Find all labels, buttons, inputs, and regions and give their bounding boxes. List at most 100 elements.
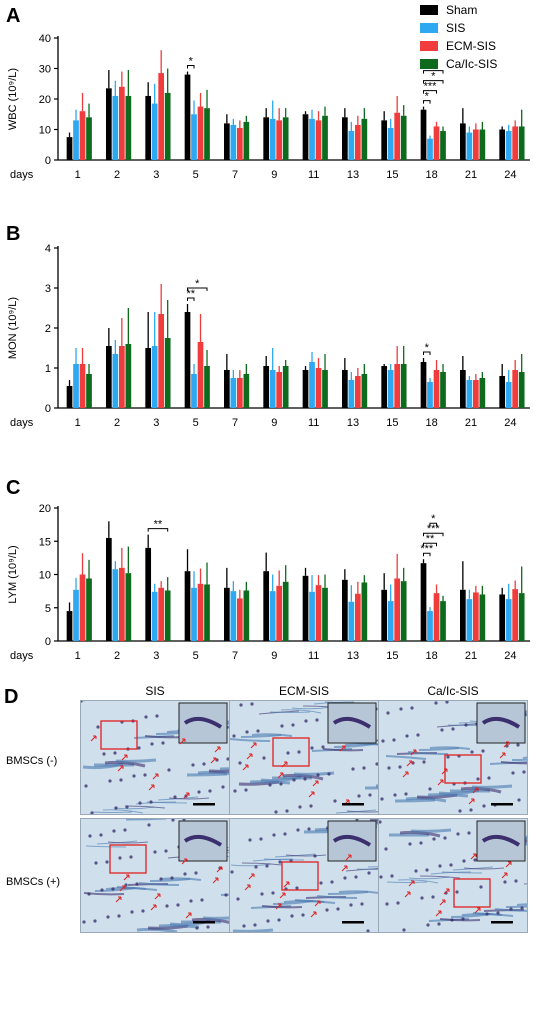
bar <box>66 137 73 160</box>
bar <box>164 92 171 160</box>
bar <box>322 370 328 408</box>
bar <box>466 380 473 408</box>
bar <box>282 117 289 160</box>
significance-bracket <box>423 100 431 104</box>
x-tick-label: 21 <box>465 417 477 429</box>
bar <box>473 129 479 160</box>
legend-label: Ca/Ic-SIS <box>446 57 497 71</box>
bar <box>505 382 512 408</box>
bar <box>394 112 401 160</box>
bar <box>512 126 519 160</box>
legend-swatch <box>420 5 438 15</box>
significance-label: ** <box>426 533 435 545</box>
bar <box>158 587 165 641</box>
bar <box>66 386 73 408</box>
bar <box>237 127 243 160</box>
x-tick-label: 3 <box>153 169 159 181</box>
bar <box>400 115 407 160</box>
x-tick-label: 13 <box>347 417 359 429</box>
bar <box>145 547 152 641</box>
bar <box>158 314 165 408</box>
bar <box>433 126 440 160</box>
bar <box>479 378 486 408</box>
bar <box>230 378 237 408</box>
x-tick-label: 5 <box>193 650 199 662</box>
bar <box>151 591 158 641</box>
legend-swatch <box>420 23 438 33</box>
bar <box>309 591 315 641</box>
legend-label: ECM-SIS <box>446 39 496 53</box>
bar <box>86 117 92 160</box>
bar <box>224 370 230 408</box>
bar <box>302 575 309 641</box>
bar <box>433 370 440 408</box>
bar <box>243 121 250 160</box>
significance-label: *** <box>424 81 438 93</box>
bar <box>381 366 388 408</box>
bar <box>355 593 361 641</box>
y-tick-label: 10 <box>39 570 51 582</box>
x-tick-label: 21 <box>465 650 477 662</box>
bar <box>197 106 204 160</box>
bar <box>355 376 361 408</box>
bar <box>73 120 79 160</box>
bar <box>427 611 433 641</box>
legend-label: Sham <box>446 3 477 17</box>
bar <box>499 129 506 160</box>
x-tick-label: 2 <box>114 169 120 181</box>
x-tick-label: 15 <box>386 169 398 181</box>
x-tick-label: 18 <box>426 417 438 429</box>
x-tick-label: 7 <box>232 417 238 429</box>
panel-letter-c: C <box>6 477 20 499</box>
bar <box>420 563 427 641</box>
x-tick-label: 18 <box>426 169 438 181</box>
x-tick-label: 7 <box>232 650 238 662</box>
significance-bracket <box>423 90 438 94</box>
y-tick-label: 5 <box>45 603 51 615</box>
significance-bracket <box>187 297 195 301</box>
significance-label: * <box>425 91 430 103</box>
bar <box>184 571 191 641</box>
micrograph-ca-ic-sis-plus <box>378 818 528 933</box>
x-tick-label: 18 <box>426 650 438 662</box>
x-tick-label: 15 <box>386 417 398 429</box>
micrograph-ecm-sis-plus <box>229 818 379 933</box>
x-tick-label: 5 <box>193 417 199 429</box>
bar <box>237 378 243 408</box>
bar <box>387 370 394 408</box>
bar <box>315 120 322 160</box>
bar <box>224 123 230 160</box>
bar <box>381 589 388 641</box>
significance-bracket <box>423 542 438 547</box>
x-tick-label: 11 <box>308 650 319 662</box>
significance-bracket <box>423 351 431 355</box>
bar <box>473 592 479 641</box>
bar <box>191 374 197 408</box>
bar <box>269 591 276 641</box>
row-label-bmscs-minus: BMSCs (-) <box>6 755 58 767</box>
y-tick-label: 10 <box>39 125 51 137</box>
bar <box>204 366 210 408</box>
micrograph-sis-minus <box>80 700 230 815</box>
bar <box>184 312 191 408</box>
y-tick-label: 15 <box>39 536 51 548</box>
bar <box>119 86 125 160</box>
bar <box>420 109 427 160</box>
bar <box>151 346 158 408</box>
bar <box>204 108 210 160</box>
bar <box>243 374 250 408</box>
bar <box>125 95 132 160</box>
bar <box>427 382 433 408</box>
x-tick-label: 7 <box>232 169 238 181</box>
bar <box>191 587 197 641</box>
bar <box>106 88 112 160</box>
y-axis-label: WBC (10⁹/L) <box>7 68 19 130</box>
significance-bracket <box>423 552 431 557</box>
bar <box>119 346 125 408</box>
bar <box>79 364 86 408</box>
significance-bracket <box>187 287 208 291</box>
histology-panel: D SIS ECM-SIS Ca/Ic-SIS BMSCs (-) BMSCs … <box>0 680 540 1009</box>
x-tick-label: 3 <box>153 417 159 429</box>
bar <box>237 598 243 641</box>
